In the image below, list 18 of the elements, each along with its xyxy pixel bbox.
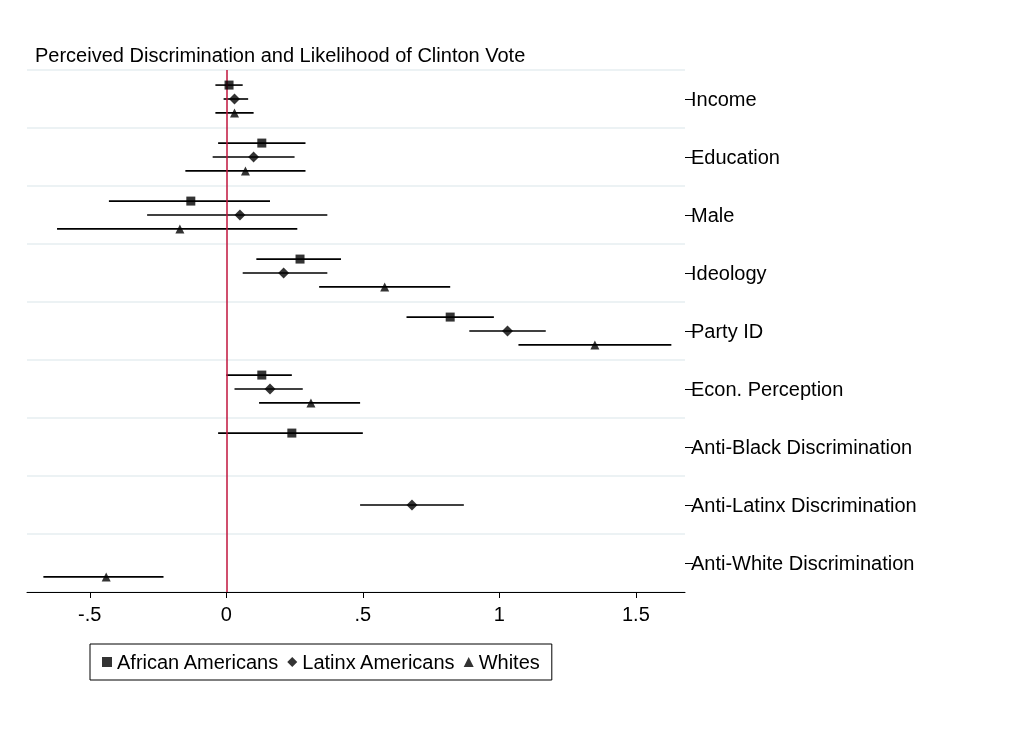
y-tick-label: Anti-White Discrimination xyxy=(691,552,915,574)
y-tick-label: Party ID xyxy=(691,320,764,342)
legend-label: Latinx Americans xyxy=(302,651,455,673)
x-tick-label: -.5 xyxy=(78,603,102,625)
x-tick-label: 1 xyxy=(493,603,505,625)
x-tick-label: 0 xyxy=(220,603,232,625)
y-tick-label: Anti-Latinx Discrimination xyxy=(691,494,917,516)
y-tick-label: Education xyxy=(691,146,780,168)
x-tick-label: 1.5 xyxy=(621,603,650,625)
x-tick-label: .5 xyxy=(354,603,372,625)
chart-title: Perceived Discrimination and Likelihood of Clinton Vote xyxy=(35,44,526,66)
y-tick-label: Econ. Perception xyxy=(691,378,844,400)
legend-label: African Americans xyxy=(117,651,279,673)
y-tick-label: Ideology xyxy=(691,262,767,284)
legend-label: Whites xyxy=(478,651,540,673)
y-tick-label: Income xyxy=(691,88,757,110)
y-tick-label: Anti-Black Discrimination xyxy=(691,436,913,458)
y-tick-label: Male xyxy=(691,204,735,226)
